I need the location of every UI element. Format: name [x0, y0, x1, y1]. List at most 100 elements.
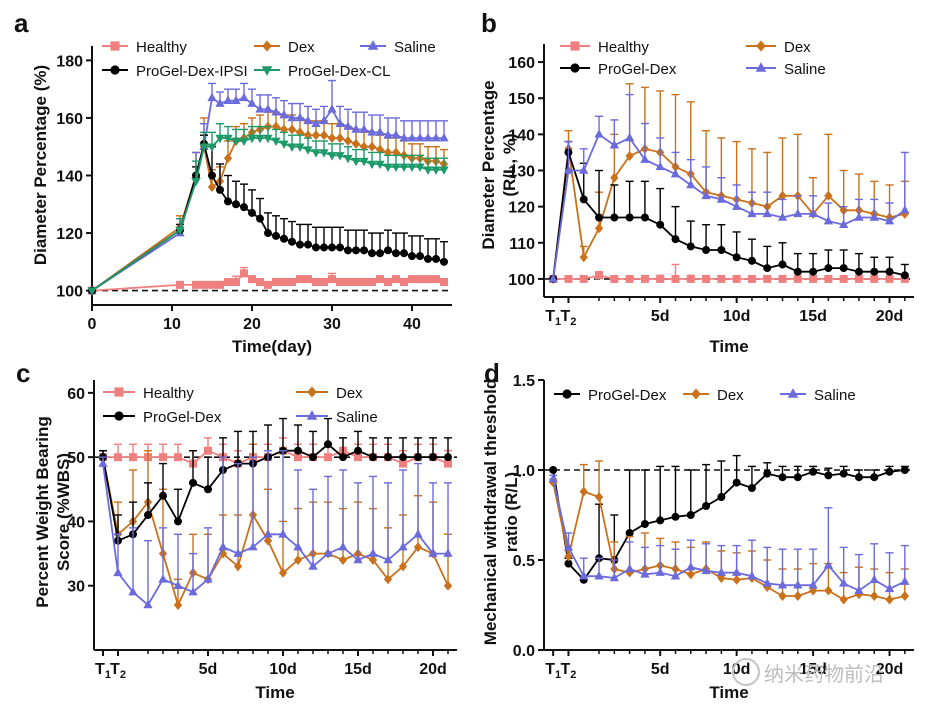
- data-point: [351, 157, 361, 167]
- data-point: [293, 555, 303, 565]
- data-point: [900, 576, 910, 585]
- series-line: [102, 456, 449, 608]
- data-point: [428, 548, 438, 557]
- data-point: [431, 166, 441, 175]
- watermark: 纳米药物前沿: [732, 654, 932, 694]
- data-point: [594, 129, 604, 138]
- data-point: [423, 254, 432, 263]
- data-point: [656, 220, 665, 229]
- x-tick-label: 20: [243, 316, 261, 333]
- data-point: [732, 253, 741, 262]
- data-point: [732, 574, 741, 585]
- watermark-text: 纳米药物前沿: [764, 662, 884, 686]
- data-point: [247, 208, 256, 217]
- data-point: [870, 274, 879, 283]
- data-point: [717, 274, 726, 283]
- data-point: [343, 246, 352, 255]
- data-point: [640, 213, 649, 222]
- data-point: [595, 271, 604, 280]
- series-line: [552, 152, 906, 280]
- legend: ProGel-Dex Dex Saline: [554, 387, 856, 404]
- data-point: [223, 134, 233, 144]
- legend-label: Saline: [336, 409, 378, 426]
- y-tick-label: 160: [56, 111, 83, 128]
- data-point: [823, 215, 834, 225]
- legend: Healthy Dex ProGel-Dex Saline: [103, 385, 378, 426]
- data-point: [610, 213, 619, 222]
- data-point: [247, 98, 257, 107]
- data-point: [239, 203, 248, 212]
- data-point: [655, 161, 665, 171]
- legend-marker: [114, 411, 124, 421]
- data-point: [303, 115, 313, 125]
- x-tick-label: 5d: [199, 661, 218, 678]
- data-point: [824, 471, 833, 480]
- data-point: [323, 440, 332, 449]
- x-tick-label: T2: [561, 661, 577, 681]
- data-point: [287, 277, 296, 286]
- data-point: [293, 446, 302, 455]
- data-point: [368, 453, 377, 462]
- y-tick-label: 150: [508, 91, 535, 108]
- data-point: [263, 104, 273, 113]
- data-point: [327, 275, 336, 284]
- series-saline: [548, 473, 910, 594]
- data-point: [824, 274, 833, 283]
- y-tick-label: 130: [508, 164, 535, 181]
- data-point: [368, 555, 378, 565]
- data-point: [319, 149, 329, 158]
- data-point: [359, 246, 368, 255]
- x-tick-subscript: 1: [555, 669, 561, 681]
- data-point: [595, 213, 604, 222]
- data-point: [263, 280, 272, 289]
- data-point: [323, 453, 332, 462]
- data-point: [640, 274, 649, 283]
- data-point: [287, 112, 297, 122]
- data-point: [548, 473, 558, 483]
- data-point: [407, 275, 416, 284]
- data-point: [367, 141, 377, 152]
- panel-b: b 100 110 120 130 140 150 160 T1 T2 5d 10d 15d 20d Tim…: [479, 8, 914, 356]
- data-point: [353, 446, 362, 455]
- data-point: [671, 235, 680, 244]
- data-point: [351, 138, 361, 149]
- data-point: [368, 548, 378, 557]
- data-point: [900, 591, 909, 601]
- data-point: [327, 104, 337, 113]
- data-point: [609, 140, 619, 149]
- data-point: [824, 585, 833, 596]
- data-point: [158, 453, 167, 462]
- y-axis-label: Percent Weight Bearing Score (%WBS): [33, 416, 73, 607]
- data-point: [143, 510, 152, 519]
- data-point: [359, 277, 368, 286]
- y-axis-label: Mechanical withdrawal threshold ratio (R/…: [481, 379, 521, 645]
- data-point: [610, 274, 619, 283]
- series-healthy: [549, 263, 909, 283]
- data-point: [199, 143, 209, 152]
- y-axis-label: Diameter Percentage (%): [31, 65, 50, 265]
- x-tick-label: 15d: [344, 661, 372, 678]
- data-point: [343, 136, 353, 146]
- data-point: [223, 153, 233, 164]
- data-point: [383, 163, 393, 173]
- data-point: [215, 185, 224, 194]
- data-point: [594, 223, 604, 234]
- data-point: [207, 182, 217, 192]
- data-point: [564, 274, 573, 283]
- data-point: [311, 118, 321, 127]
- x-tick-label: 0: [88, 316, 97, 333]
- data-point: [793, 274, 802, 283]
- data-point: [671, 274, 680, 283]
- data-point: [191, 177, 201, 187]
- data-point: [327, 243, 336, 252]
- data-point: [231, 137, 241, 147]
- data-point: [239, 92, 249, 102]
- panel-letter: a: [14, 8, 29, 38]
- legend-label: Saline: [814, 387, 856, 404]
- y-axis-label-line2: (R/L, %): [500, 133, 519, 196]
- data-point: [308, 561, 318, 570]
- data-point: [579, 274, 588, 283]
- data-point: [439, 277, 448, 286]
- data-point: [716, 567, 726, 576]
- data-point: [885, 467, 894, 476]
